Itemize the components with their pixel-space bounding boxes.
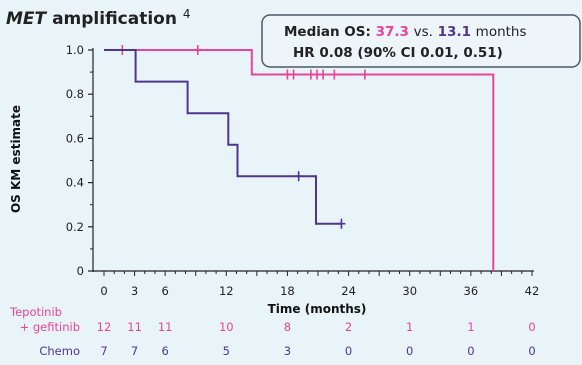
risk-count: 12 <box>97 320 112 334</box>
risk-count: 8 <box>284 320 291 334</box>
x-tick-label: 36 <box>464 284 479 298</box>
risk-count: 1 <box>406 320 413 334</box>
risk-count: 7 <box>131 344 138 358</box>
x-axis-title: Time (months) <box>268 302 367 316</box>
risk-count: 0 <box>345 344 352 358</box>
y-axis-title: OS KM estimate <box>9 105 23 213</box>
risk-count: 11 <box>127 320 142 334</box>
km-curve-chemo <box>104 49 342 225</box>
risk-count: 0 <box>528 320 535 334</box>
y-tick-label: 0.6 <box>66 131 84 145</box>
summary-box: Median OS: 37.3 vs. 13.1 months HR 0.08 … <box>261 14 581 68</box>
risk-count: 3 <box>284 344 291 358</box>
x-tick-label: 0 <box>100 284 107 298</box>
title-italic: MET <box>6 9 48 29</box>
risk-row-label: + gefitinib <box>20 320 80 334</box>
median-os-label: Median OS: <box>284 24 371 40</box>
summary-line1: Median OS: 37.3 vs. 13.1 months <box>284 24 527 40</box>
title-superscript: 4 <box>183 7 191 21</box>
risk-count: 11 <box>158 320 173 334</box>
km-curve-tepotinib <box>104 49 495 271</box>
risk-count: 2 <box>345 320 352 334</box>
y-tick-label: 1.0 <box>66 43 84 57</box>
x-tick-label: 6 <box>161 284 168 298</box>
risk-count: 6 <box>161 344 168 358</box>
plot-area: 00.20.40.60.81.00 3 6 12 18 24 30 36 42 <box>66 43 540 298</box>
y-tick-label: 0 <box>77 264 84 278</box>
median-os-tepotinib: 37.3 <box>376 24 409 40</box>
vs-text: vs. <box>414 24 433 40</box>
x-tick-label: 24 <box>341 284 356 298</box>
risk-count: 10 <box>219 320 234 334</box>
median-os-chemo: 13.1 <box>438 24 471 40</box>
summary-box-frame <box>261 14 581 68</box>
risk-count: 0 <box>467 344 474 358</box>
y-tick-label: 0.2 <box>66 220 84 234</box>
y-tick-label: 0.8 <box>66 87 84 101</box>
risk-row-label-line1: Tepotinib <box>9 305 62 319</box>
risk-row-label: Chemo <box>39 344 80 358</box>
x-tick-label: 3 <box>131 284 138 298</box>
risk-count: 0 <box>528 344 535 358</box>
x-tick-label: 30 <box>402 284 417 298</box>
x-tick-label: 12 <box>219 284 234 298</box>
months-unit: months <box>476 24 527 40</box>
y-tick-label: 0.4 <box>66 176 84 190</box>
risk-count: 1 <box>467 320 474 334</box>
x-tick-label: 42 <box>525 284 540 298</box>
risk-count: 0 <box>406 344 413 358</box>
summary-line2: HR 0.08 (90% CI 0.01, 0.51) <box>293 45 503 61</box>
x-tick-label: 18 <box>280 284 295 298</box>
risk-count: 5 <box>223 344 230 358</box>
title-rest: amplification <box>52 9 177 29</box>
figure-title: MET amplification 4 <box>6 7 191 29</box>
risk-count: 7 <box>100 344 107 358</box>
